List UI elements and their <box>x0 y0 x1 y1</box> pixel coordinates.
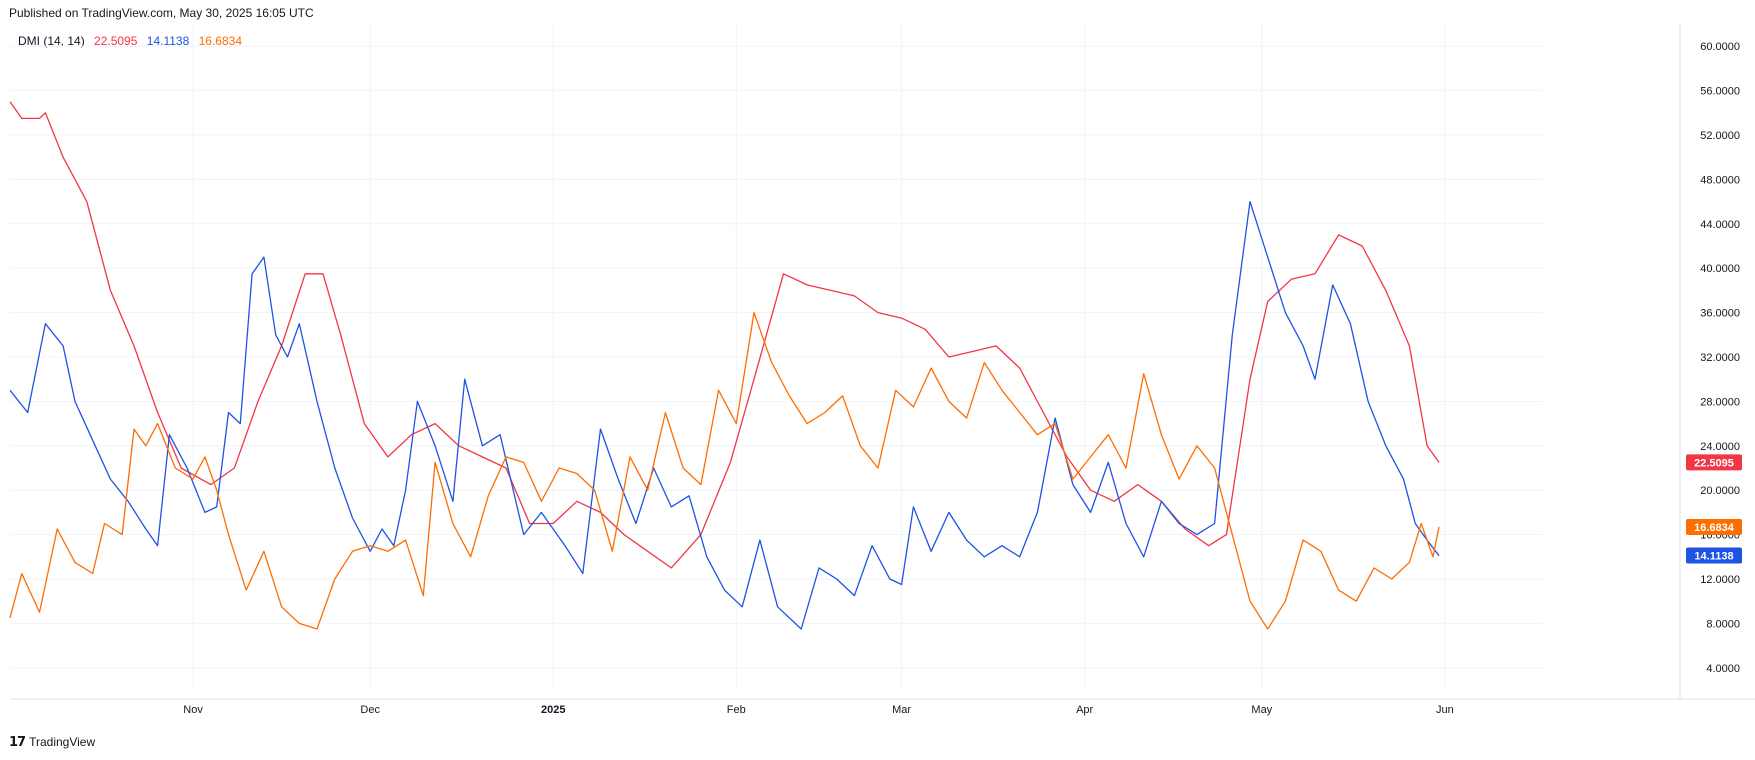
tradingview-logo-icon: 𝟭𝟳 <box>9 734 26 749</box>
adx-line <box>9 101 1440 569</box>
y-tick-label: 24.0000 <box>1700 441 1740 453</box>
y-tick-label: 56.0000 <box>1700 86 1740 98</box>
x-tick-label: Feb <box>727 704 746 716</box>
y-tick-label: 44.0000 <box>1700 219 1740 231</box>
plus-di-value-badge-label: 14.1138 <box>1694 551 1733 563</box>
x-tick-label: Mar <box>892 704 911 716</box>
adx-value-badge-label: 22.5095 <box>1694 457 1734 469</box>
minus-di-value-badge <box>1686 519 1742 536</box>
y-tick-label: 40.0000 <box>1700 263 1740 275</box>
y-tick-label: 52.0000 <box>1700 130 1740 142</box>
legend-indicator-name: DMI (14, 14) <box>18 34 85 48</box>
x-tick-label: Dec <box>360 704 380 716</box>
y-tick-label: 32.0000 <box>1700 352 1740 364</box>
x-tick-label: 2025 <box>541 704 565 716</box>
y-tick-label: 8.0000 <box>1706 618 1740 630</box>
footer-brand[interactable]: 𝟭𝟳 TradingView <box>9 734 95 750</box>
y-tick-label: 28.0000 <box>1700 396 1740 408</box>
y-tick-label: 20.0000 <box>1700 485 1740 497</box>
x-tick-label: Jun <box>1436 704 1454 716</box>
footer-brand-label: TradingView <box>29 735 96 749</box>
y-tick-label: 48.0000 <box>1700 174 1740 186</box>
x-tick-label: May <box>1251 704 1272 716</box>
adx-value-badge <box>1686 454 1742 471</box>
legend-value-adx: 22.5095 <box>94 34 138 48</box>
minus-di-value-badge-label: 16.6834 <box>1694 522 1735 534</box>
legend-value-minus-di: 16.6834 <box>198 34 242 48</box>
plus-di-value-badge <box>1686 547 1742 564</box>
y-tick-label: 12.0000 <box>1700 574 1740 586</box>
x-tick-label: Nov <box>183 704 203 716</box>
legend-value-plus-di: 14.1138 <box>146 34 190 48</box>
y-tick-label: 36.0000 <box>1700 308 1740 320</box>
y-tick-label: 60.0000 <box>1700 41 1740 53</box>
plus-di-line <box>9 200 1440 630</box>
published-note: Published on TradingView.com, May 30, 20… <box>9 6 314 20</box>
y-tick-label: 4.0000 <box>1706 663 1740 675</box>
minus-di-line <box>9 311 1440 630</box>
dmi-chart[interactable]: 4.00008.000012.000016.000020.000024.0000… <box>0 0 1755 720</box>
indicator-legend[interactable]: DMI (14, 14) 22.5095 14.1138 16.6834 <box>18 34 248 48</box>
x-tick-label: Apr <box>1076 704 1093 716</box>
